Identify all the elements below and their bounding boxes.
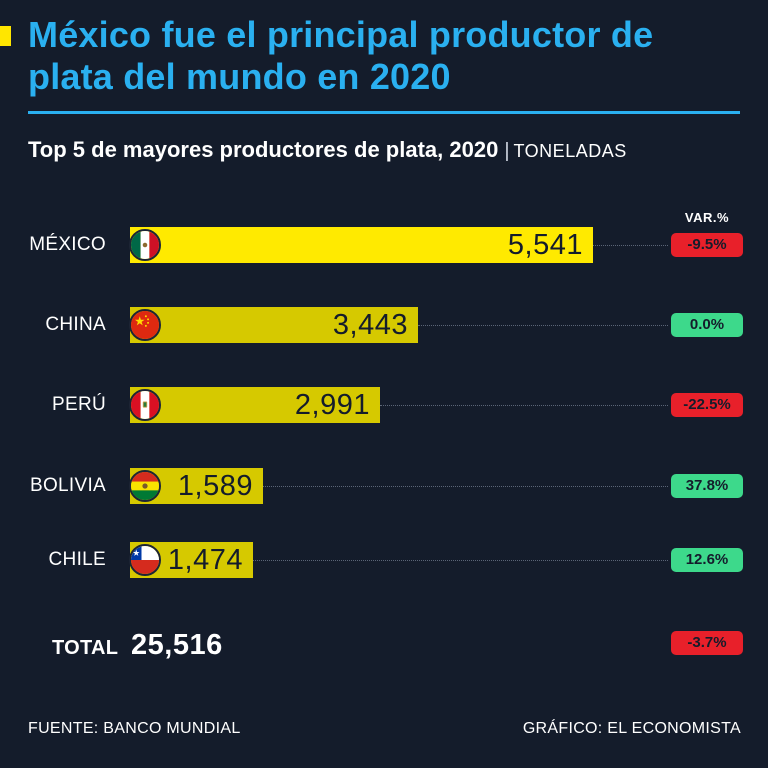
chart-subtitle: Top 5 de mayores productores de plata, 2…	[28, 136, 627, 165]
variation-badge: -22.5%	[671, 393, 743, 417]
chile-flag-icon	[129, 544, 161, 576]
unit-label: TONELADAS	[513, 141, 627, 161]
category-label: MÉXICO	[29, 234, 106, 255]
source-note: FUENTE: BANCO MUNDIAL	[28, 720, 241, 737]
leader-line	[263, 486, 668, 487]
variation-badge: -9.5%	[671, 233, 743, 257]
bar	[130, 227, 593, 263]
total-label: TOTAL	[52, 637, 119, 659]
subtitle-text: Top 5 de mayores productores de plata, 2…	[28, 137, 499, 162]
bolivia-flag-icon	[129, 470, 161, 502]
variation-badge: 37.8%	[671, 474, 743, 498]
title-divider	[28, 111, 740, 114]
leader-line	[253, 560, 668, 561]
china-flag-icon	[129, 309, 161, 341]
leader-line	[418, 325, 668, 326]
bar-value-label: 2,991	[294, 389, 370, 421]
title-accent-bar	[0, 26, 11, 46]
bar-value-label: 1,474	[167, 544, 243, 576]
variation-header: VAR.%	[684, 210, 730, 225]
variation-badge: 0.0%	[671, 313, 743, 337]
category-label: PERÚ	[52, 394, 106, 415]
category-label: CHILE	[48, 549, 106, 570]
leader-line	[380, 405, 668, 406]
variation-badge: 12.6%	[671, 548, 743, 572]
bar	[130, 387, 380, 423]
bar-value-label: 3,443	[332, 309, 408, 341]
leader-line	[593, 245, 668, 246]
credit-note: GRÁFICO: EL ECONOMISTA	[522, 720, 741, 737]
subtitle-separator: |	[504, 140, 510, 162]
category-label: CHINA	[45, 314, 106, 335]
chart-title: México fue el principal productor de pla…	[28, 14, 654, 97]
category-label: BOLIVIA	[29, 475, 106, 496]
bar	[130, 307, 418, 343]
peru-flag-icon	[129, 389, 161, 421]
total-value: 25,516	[131, 629, 223, 661]
bar-value-label: 1,589	[177, 470, 253, 502]
bar-value-label: 5,541	[507, 229, 583, 261]
mexico-flag-icon	[129, 229, 161, 261]
total-variation-badge: -3.7%	[671, 631, 743, 655]
